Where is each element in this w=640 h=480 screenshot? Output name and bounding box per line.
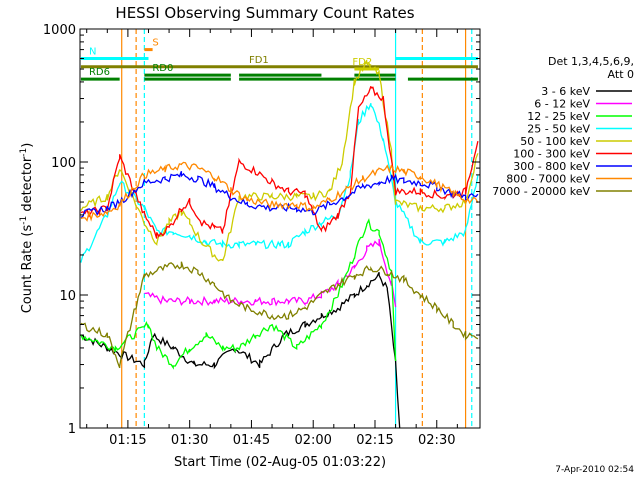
legend-header-line1: Det 1,3,4,5,6,9, <box>548 55 634 68</box>
series-line-7 <box>80 161 479 222</box>
flag-label-n: N <box>89 47 96 58</box>
y-tick-label-3: 1000 <box>43 23 76 38</box>
series-line-0 <box>80 272 401 429</box>
series-line-5 <box>80 85 479 239</box>
x-tick-label-3: 02:00 <box>294 433 331 448</box>
x-tick-label-1: 01:30 <box>171 433 208 448</box>
chart-title: HESSI Observing Summary Count Rates <box>115 4 414 22</box>
flag-label-fd2: FD2 <box>352 57 372 68</box>
x-axis-label: Start Time (02-Aug-05 01:03:22) <box>174 455 386 470</box>
legend-label-7: 800 - 7000 keV <box>506 173 590 186</box>
flag-label-fd1: FD1 <box>249 55 269 66</box>
legend-label-5: 100 - 300 keV <box>513 148 590 161</box>
series-line-3 <box>80 102 479 263</box>
legend-header-line2: Att 0 <box>608 68 634 81</box>
y-tick-label-1: 10 <box>59 289 76 304</box>
series-line-1 <box>144 238 397 308</box>
legend-label-4: 50 - 100 keV <box>520 135 590 148</box>
series-line-2 <box>80 218 397 370</box>
y-tick-label-0: 1 <box>68 422 76 437</box>
y-tick-label-2: 100 <box>51 156 76 171</box>
timestamp: 7-Apr-2010 02:54 <box>555 465 634 475</box>
series-line-8 <box>80 261 479 369</box>
flag-label-rd0: RD0 <box>152 63 173 74</box>
x-tick-label-5: 02:30 <box>418 433 455 448</box>
legend-label-8: 7000 - 20000 keV <box>492 185 590 198</box>
x-axis: 01:15 01:30 01:45 02:00 02:15 02:30 <box>86 29 458 448</box>
y-axis: 1 10 100 1000 <box>43 23 480 437</box>
legend-label-6: 300 - 800 keV <box>513 160 590 173</box>
legend-label-2: 12 - 25 keV <box>527 110 590 123</box>
x-tick-label-0: 01:15 <box>109 433 146 448</box>
plot-frame <box>79 28 481 429</box>
x-tick-label-2: 01:45 <box>233 433 270 448</box>
flag-label-s: S <box>152 38 158 49</box>
y-axis-label: Count Rate (s-1 detector-1) <box>19 143 35 314</box>
plot-area: S N FD1 FD2 RD0 RD6 <box>80 29 479 429</box>
legend-label-0: 3 - 6 keV <box>541 85 590 98</box>
legend-label-3: 25 - 50 keV <box>527 123 590 136</box>
series-line-4 <box>80 60 479 262</box>
legend-label-1: 6 - 12 keV <box>534 98 590 111</box>
flag-label-rd6: RD6 <box>89 67 110 78</box>
x-tick-label-4: 02:15 <box>356 433 393 448</box>
